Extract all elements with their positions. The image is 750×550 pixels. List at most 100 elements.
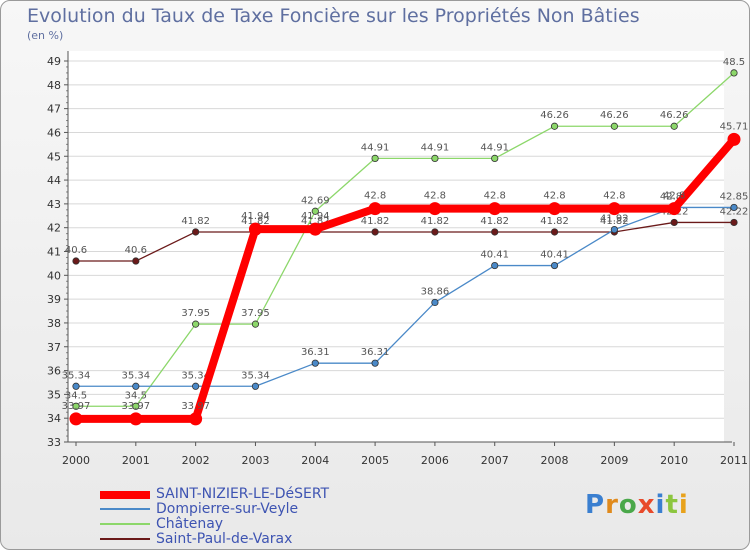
- data-point: [550, 261, 559, 270]
- data-point: [730, 69, 738, 77]
- data-label: 41.82: [361, 216, 390, 227]
- y-tick-label: 36: [47, 365, 61, 378]
- data-label: 45.71: [720, 121, 749, 132]
- series-line: [72, 135, 738, 423]
- data-point: [431, 228, 439, 236]
- series-line: [75, 221, 735, 262]
- data-point: [670, 122, 678, 130]
- data-point: [192, 320, 200, 328]
- data-point: [308, 222, 322, 236]
- data-label: 42.85: [660, 191, 689, 202]
- data-label: 46.26: [660, 110, 689, 121]
- data-point: [371, 228, 379, 236]
- proxiti-logo: Proxiti: [585, 490, 689, 520]
- data-label: 40.6: [65, 245, 87, 256]
- data-label: 41.82: [181, 216, 210, 227]
- data-point: [248, 222, 262, 236]
- data-label: 35.34: [121, 370, 150, 381]
- data-label: 42.8: [364, 191, 386, 202]
- data-label: 48.5: [723, 57, 745, 68]
- data-point: [132, 382, 140, 390]
- data-point: [371, 154, 379, 162]
- y-tick-label: 35: [47, 388, 61, 401]
- y-tick-label: 41: [47, 246, 61, 259]
- logo-letter: o: [618, 490, 638, 520]
- data-point: [610, 122, 618, 130]
- data-label: 41.82: [241, 216, 270, 227]
- data-label: 42.8: [663, 191, 685, 202]
- logo-letter: r: [605, 490, 619, 520]
- data-label: 42.8: [543, 191, 565, 202]
- data-label: 33.97: [62, 401, 91, 412]
- y-tick-label: 39: [47, 293, 61, 306]
- logo-letter: x: [637, 490, 656, 520]
- y-tick-label: 37: [47, 341, 61, 354]
- data-point: [311, 359, 319, 367]
- data-label: 41.94: [301, 211, 330, 222]
- data-point: [667, 202, 681, 216]
- data-point: [727, 132, 741, 146]
- data-point: [132, 257, 140, 265]
- data-label: 35.34: [62, 370, 91, 381]
- data-label: 38.86: [421, 286, 450, 297]
- data-label: 42.69: [301, 195, 330, 206]
- y-tick-label: 49: [47, 55, 61, 68]
- x-tick-label: 2002: [182, 454, 210, 467]
- x-tick-label: 2000: [62, 454, 90, 467]
- data-label: 37.95: [181, 308, 210, 319]
- data-point: [72, 382, 80, 390]
- data-label: 35.34: [181, 370, 210, 381]
- y-tick-label: 42: [47, 222, 61, 235]
- x-tick-label: 2005: [361, 454, 389, 467]
- data-point: [548, 202, 562, 216]
- data-label: 36.31: [301, 347, 330, 358]
- logo-letter: P: [585, 490, 606, 520]
- data-point: [129, 412, 143, 426]
- data-label: 36.31: [361, 347, 390, 358]
- logo-letter: i: [678, 490, 689, 520]
- data-point: [428, 202, 442, 216]
- legend-label: Saint-Paul-de-Varax: [156, 531, 293, 547]
- data-point: [431, 298, 439, 307]
- data-point: [251, 382, 260, 390]
- x-tick-label: 2007: [481, 454, 509, 467]
- data-label: 44.91: [480, 142, 509, 153]
- y-tick-label: 48: [47, 79, 61, 92]
- data-point: [491, 228, 499, 236]
- y-tick-label: 38: [47, 317, 61, 330]
- legend-swatch: [100, 538, 150, 540]
- y-tick-label: 43: [47, 198, 61, 211]
- data-label: 41.92: [600, 214, 629, 225]
- data-point: [72, 402, 80, 410]
- data-point: [72, 257, 80, 265]
- x-tick-label: 2011: [720, 454, 748, 467]
- data-point: [192, 382, 200, 390]
- x-tick-label: 2008: [541, 454, 569, 467]
- y-tick-label: 45: [47, 150, 61, 163]
- data-label: 42.8: [484, 191, 506, 202]
- data-point: [368, 202, 382, 216]
- y-tick-label: 44: [47, 174, 61, 187]
- data-label: 42.8: [424, 191, 446, 202]
- x-tick-label: 2010: [660, 454, 688, 467]
- data-label: 40.6: [125, 245, 147, 256]
- data-point: [371, 359, 379, 367]
- legend-swatch: [100, 508, 150, 510]
- data-label: 42.22: [720, 206, 749, 217]
- data-point: [730, 203, 738, 212]
- data-point: [491, 154, 499, 162]
- x-tick-label: 2003: [241, 454, 269, 467]
- data-label: 46.26: [600, 110, 629, 121]
- data-point: [251, 320, 260, 328]
- data-label: 44.91: [361, 142, 390, 153]
- data-label: 35.34: [241, 370, 270, 381]
- x-tick-label: 2009: [600, 454, 628, 467]
- y-tick-label: 33: [47, 436, 61, 449]
- data-point: [550, 122, 559, 130]
- data-label: 41.82: [301, 216, 330, 227]
- data-point: [488, 202, 502, 216]
- data-label: 37.95: [241, 308, 270, 319]
- data-label: 34.5: [125, 390, 147, 401]
- data-label: 33.97: [121, 401, 150, 412]
